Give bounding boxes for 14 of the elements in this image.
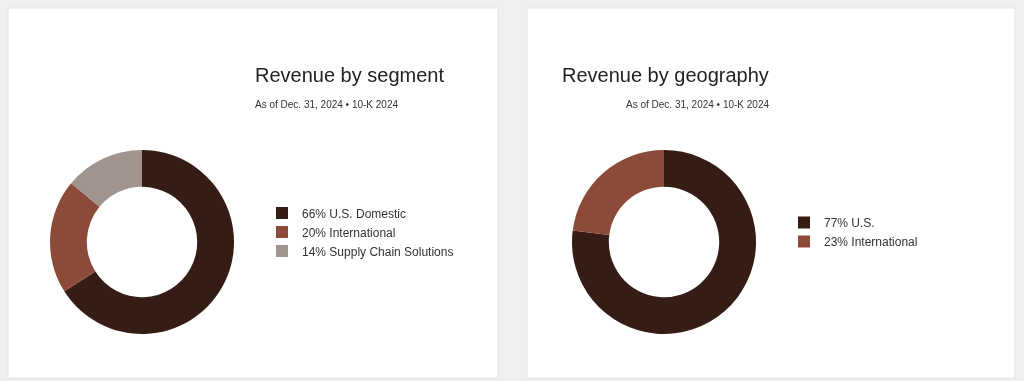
donut-slice — [50, 183, 100, 292]
donut-slice — [71, 150, 142, 207]
chart-subtitle: As of Dec. 31, 2024 • 10-K 2024 — [255, 99, 399, 110]
legend-label: 77% U.S. — [824, 216, 875, 231]
donut-slice — [572, 150, 664, 236]
donut-slice — [64, 150, 234, 334]
donut-slice — [572, 150, 756, 334]
legend-label: 66% U.S. Domestic — [302, 206, 407, 221]
legend-label: 14% Supply Chain Solutions — [302, 244, 454, 259]
chart-subtitle: As of Dec. 31, 2024 • 10-K 2024 — [626, 99, 770, 110]
legend-label: 23% International — [824, 235, 918, 250]
chart-title: Revenue by geography — [562, 64, 769, 86]
chart-title: Revenue by segment — [255, 64, 445, 86]
legend-label: 20% International — [302, 225, 396, 240]
